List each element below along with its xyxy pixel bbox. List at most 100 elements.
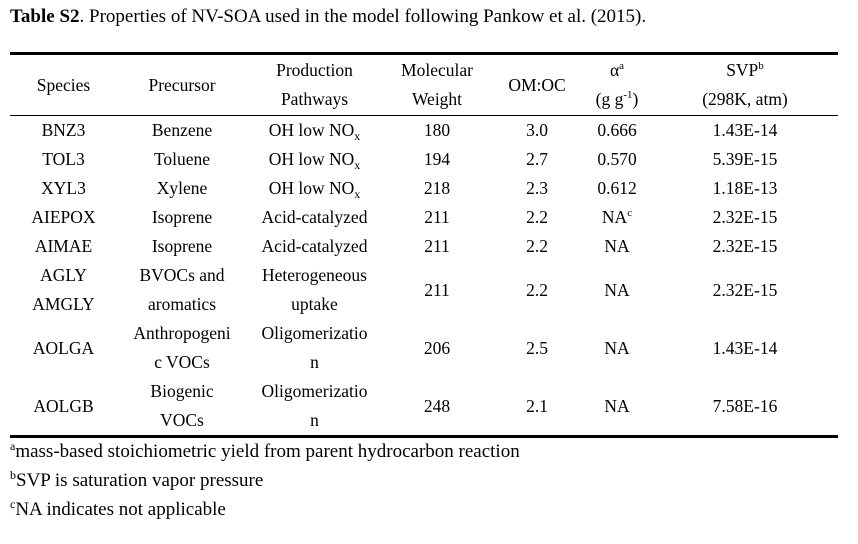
header-pathways: Production Pathways: [247, 54, 382, 116]
cell-pathway-line1: Oligomerizatio: [261, 323, 368, 343]
cell-pathway: Heterogeneous uptake: [247, 261, 382, 319]
cell-omoc: 2.1: [526, 395, 548, 416]
cell-svp: 2.32E-15: [712, 236, 778, 256]
cell-omoc: 2.2: [526, 279, 548, 300]
header-row: Species Precursor Production Pathways Mol…: [10, 53, 838, 116]
cell-pathway: OH low NOx: [247, 145, 382, 174]
header-alpha-symbol: α: [609, 60, 620, 80]
cell-molecular-weight: 211: [424, 279, 450, 300]
footnote-b: bSVP is saturation vapor pressure: [10, 466, 520, 495]
cell-molecular-weight: 211: [424, 207, 450, 227]
cell-alpha-text: NA: [601, 207, 628, 227]
footnote-text: NA indicates not applicable: [15, 499, 226, 520]
cell-species: AOLGA: [32, 337, 95, 358]
table-row: TOL3 Toluene OH low NOx 194 2.7 0.570 5.…: [10, 145, 838, 174]
cell-precursor: BVOCs and aromatics: [117, 261, 247, 319]
cell-precursor: Xylene: [156, 178, 208, 198]
cell-svp: 2.32E-15: [712, 207, 778, 227]
cell-pathway: Oligomerizatio n: [247, 377, 382, 437]
caption-text: . Properties of NV-SOA used in the model…: [79, 6, 647, 27]
cell-alpha: NA: [604, 337, 630, 358]
table-row: AOLGB Biogenic VOCs Oligomerizatio n 248 2…: [10, 377, 838, 437]
table-row: AIMAE Isoprene Acid-catalyzed 211 2.2 NA…: [10, 232, 838, 261]
cell-species-line2: AMGLY: [32, 294, 95, 314]
cell-omoc: 2.7: [526, 149, 548, 169]
table-row: XYL3 Xylene OH low NOx 218 2.3 0.612 1.1…: [10, 174, 838, 203]
header-alpha-unit-exponent: -1: [623, 89, 633, 101]
header-svp-unit: (298K, atm): [702, 89, 788, 109]
footnote-text: mass-based stoichiometric yield from par…: [15, 441, 520, 462]
cell-molecular-weight: 211: [424, 236, 450, 256]
header-alpha-unit: (g g: [595, 89, 624, 109]
cell-svp: 1.18E-13: [712, 178, 778, 198]
cell-molecular-weight: 206: [423, 337, 451, 358]
cell-pathway-line1: Oligomerizatio: [261, 381, 368, 401]
cell-species: XYL3: [41, 178, 86, 198]
cell-svp: 1.43E-14: [712, 337, 778, 358]
cell-alpha: 0.666: [597, 120, 637, 140]
header-alpha-footnote-mark: a: [619, 60, 625, 72]
table-row: AIEPOX Isoprene Acid-catalyzed 211 2.2 N…: [10, 203, 838, 232]
cell-pathway-line2: uptake: [291, 294, 338, 314]
cell-pathway-subscript: x: [354, 187, 361, 201]
cell-omoc: 3.0: [526, 120, 548, 140]
cell-pathway-subscript: x: [354, 129, 361, 143]
cell-omoc: 2.2: [526, 236, 548, 256]
footnote-c: cNA indicates not applicable: [10, 495, 520, 524]
footnote-mark: a: [10, 439, 16, 453]
header-svp-footnote-mark: b: [758, 60, 764, 72]
cell-precursor: Toluene: [153, 149, 211, 169]
cell-alpha: NA: [604, 279, 630, 300]
cell-pathway-line2: n: [310, 410, 319, 430]
header-alpha: αa (g g-1): [582, 54, 652, 116]
caption-label: Table S2: [10, 6, 80, 27]
header-molecular-weight: Molecular Weight: [382, 54, 492, 116]
footnote-mark: c: [10, 497, 16, 511]
cell-precursor-line2: VOCs: [160, 410, 204, 430]
header-pathways-line2: Pathways: [280, 89, 349, 109]
cell-pathway: Acid-catalyzed: [261, 207, 368, 227]
cell-precursor-line1: BVOCs and: [139, 265, 225, 285]
table-body: BNZ3 Benzene OH low NOx 180 3.0 0.666 1.…: [10, 116, 838, 437]
cell-pathway: Oligomerizatio n: [247, 319, 382, 377]
cell-pathway-text: OH low NO: [268, 149, 355, 169]
table-caption: Table S2. Properties of NV-SOA used in t…: [10, 5, 646, 29]
header-species: Species: [36, 74, 91, 95]
cell-species: AIEPOX: [31, 207, 96, 227]
footnote-mark: b: [10, 468, 16, 482]
cell-pathway-text: OH low NO: [268, 120, 355, 140]
cell-alpha: NAc: [582, 203, 652, 232]
table-header: Species Precursor Production Pathways Mol…: [10, 53, 838, 116]
cell-pathway-line1: Heterogeneous: [262, 265, 367, 285]
table-footnotes: amass-based stoichiometric yield from pa…: [10, 437, 520, 524]
cell-precursor: Anthropogeni c VOCs: [117, 319, 247, 377]
cell-pathway-line2: n: [310, 352, 319, 372]
cell-alpha: 0.570: [597, 149, 637, 169]
cell-svp: 7.58E-16: [712, 395, 778, 416]
header-mw-line1: Molecular: [401, 60, 473, 80]
cell-molecular-weight: 180: [423, 120, 451, 140]
cell-precursor: Isoprene: [151, 236, 213, 256]
cell-species: TOL3: [42, 149, 85, 169]
footnote-a: amass-based stoichiometric yield from pa…: [10, 437, 520, 466]
cell-pathway: OH low NOx: [247, 174, 382, 203]
cell-omoc: 2.5: [526, 337, 548, 358]
cell-alpha: 0.612: [597, 178, 637, 198]
cell-precursor-line2: aromatics: [147, 294, 217, 314]
cell-molecular-weight: 194: [423, 149, 451, 169]
cell-precursor: Biogenic VOCs: [117, 377, 247, 437]
cell-alpha: NA: [604, 395, 630, 416]
cell-svp: 2.32E-15: [712, 279, 778, 300]
cell-pathway: OH low NOx: [247, 116, 382, 146]
cell-species: AOLGB: [33, 395, 94, 416]
footnote-text: SVP is saturation vapor pressure: [16, 470, 264, 491]
cell-svp: 1.43E-14: [712, 120, 778, 140]
header-precursor: Precursor: [148, 74, 216, 95]
cell-species: AIMAE: [34, 236, 93, 256]
cell-pathway: Acid-catalyzed: [261, 236, 368, 256]
cell-species-line1: AGLY: [40, 265, 87, 285]
cell-pathway-text: OH low NO: [268, 178, 355, 198]
cell-precursor-line1: Biogenic: [150, 381, 214, 401]
properties-table: Species Precursor Production Pathways Mol…: [10, 52, 838, 438]
table-row: AOLGA Anthropogeni c VOCs Oligomerizatio n…: [10, 319, 838, 377]
